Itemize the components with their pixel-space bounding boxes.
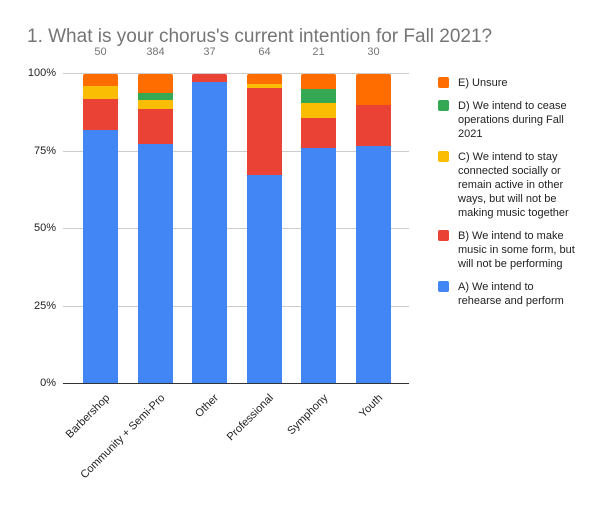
bar-total-label: 37 [203,46,216,58]
gridline-100 [63,73,409,74]
bar-segment [301,118,336,148]
bar-total-label: 384 [146,46,165,58]
legend: E) Unsure D) We intend to cease operation… [438,76,598,317]
bar-segment [138,143,173,383]
legend-swatch-icon [438,77,449,88]
gridline-25 [63,306,409,307]
bar-segment [138,92,173,100]
bar-segment [301,74,336,89]
legend-item: A) We intend to rehearse and perform [438,280,598,308]
legend-item: E) Unsure [438,76,598,90]
bar-segment [83,86,118,99]
bar-segment [138,99,173,109]
y-tick-0: 0% [40,377,56,389]
bar-segment [301,88,336,104]
y-tick-100: 100% [27,67,56,79]
bar-segment [192,74,227,83]
bar-segment [138,108,173,144]
bar-segment [247,83,282,89]
bar-segment [247,175,282,383]
bar-barbershop [83,74,118,383]
bar-professional [247,74,282,383]
chart-title: 1. What is your chorus's current intenti… [27,26,493,47]
bar-segment [83,74,118,87]
bar-segment [356,74,391,105]
bar-total-label: 64 [258,46,271,58]
x-axis-line [63,383,409,384]
x-label-barbershop: Barbershop [63,392,113,441]
y-tick-50: 50% [33,222,56,234]
bar-segment [83,98,118,130]
bar-segment [301,103,336,119]
bar-segment [247,88,282,176]
bar-segment [83,129,118,383]
bar-symphony [301,74,336,383]
bar-segment [356,146,391,383]
legend-label: E) Unsure [458,77,508,89]
legend-label: C) We intend to stay connected socially … [458,151,569,219]
gridline-50 [63,228,409,229]
bar-segment [247,74,282,84]
gridline-75 [63,151,409,152]
bar-segment [301,147,336,383]
bar-total-label: 50 [94,46,107,58]
legend-swatch-icon [438,151,449,162]
y-tick-25: 25% [33,300,56,312]
bar-total-label: 21 [312,46,325,58]
legend-swatch-icon [438,281,449,292]
x-label-symphony: Symphony [285,392,331,438]
bar-community-semi-pro [138,74,173,383]
bar-segment [356,104,391,147]
legend-swatch-icon [438,100,449,111]
legend-label: D) We intend to cease operations during … [458,100,567,140]
x-label-professional: Professional [225,392,277,444]
bar-segment [138,74,173,93]
bar-segment [192,82,227,383]
legend-label: A) We intend to rehearse and perform [458,281,564,307]
bar-youth [356,74,391,383]
y-tick-75: 75% [33,145,56,157]
legend-swatch-icon [438,230,449,241]
legend-label: B) We intend to make music in some form,… [458,230,575,270]
legend-item: B) We intend to make music in some form,… [438,229,598,271]
legend-item: D) We intend to cease operations during … [438,99,598,141]
bar-total-label: 30 [367,46,380,58]
x-label-other: Other [193,392,222,420]
x-label-youth: Youth [357,392,386,421]
bar-other [192,74,227,383]
legend-item: C) We intend to stay connected socially … [438,150,598,220]
